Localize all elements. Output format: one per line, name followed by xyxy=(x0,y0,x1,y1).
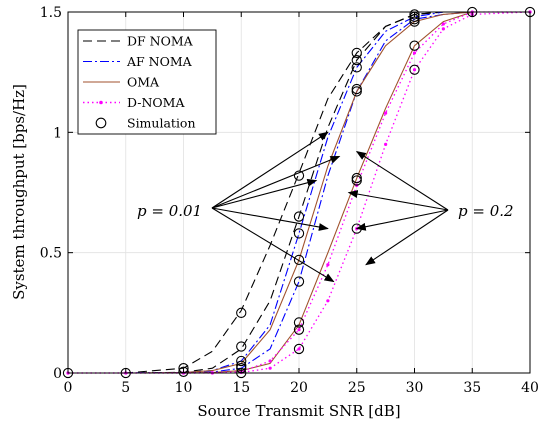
y-tick-label: 1 xyxy=(53,125,62,141)
simulation-point xyxy=(351,175,362,186)
simulation-point xyxy=(236,355,247,367)
annotation-arrow xyxy=(355,151,449,211)
simulation-point xyxy=(293,170,305,181)
simulation-point xyxy=(409,40,420,51)
x-tick-label: 10 xyxy=(175,380,193,396)
series-point xyxy=(441,22,445,26)
legend-entry-simulation: Simulation xyxy=(95,116,196,131)
simulation-point xyxy=(293,228,305,239)
series-line-d-noma xyxy=(68,11,531,374)
x-axis-label: Source Transmit SNR [dB] xyxy=(197,402,400,420)
simulation-point xyxy=(236,307,247,318)
simulation-point xyxy=(351,47,362,59)
legend-entry-af-noma: AF NOMA xyxy=(83,54,193,69)
simulation-point xyxy=(351,54,362,66)
legend-label: OMA xyxy=(127,75,160,90)
series-point xyxy=(412,68,417,72)
simulation-point xyxy=(351,172,362,184)
simulation-point xyxy=(293,317,305,328)
x-tick-label: 5 xyxy=(121,380,130,396)
x-tick-label: 20 xyxy=(290,380,308,396)
legend-label: Simulation xyxy=(127,116,196,131)
simulation-point xyxy=(293,324,305,335)
legend-label: DF NOMA xyxy=(127,34,194,49)
x-tick-label: 25 xyxy=(348,380,366,396)
series-point xyxy=(441,27,445,31)
simulation-point xyxy=(409,16,420,27)
x-tick-label: 30 xyxy=(406,380,424,396)
annotation-label-p001: p = 0.01 xyxy=(137,202,202,220)
annotation-arrow xyxy=(211,207,329,231)
x-tick-label: 40 xyxy=(521,380,539,396)
legend: DF NOMA AF NOMA OMA D-NOMA Simulation xyxy=(77,29,217,135)
x-tick-label: 15 xyxy=(232,380,250,396)
series-point xyxy=(326,299,330,303)
simulation-point xyxy=(293,276,305,287)
simulation-point xyxy=(351,83,362,95)
annotation-arrow xyxy=(347,190,449,211)
series-point xyxy=(326,263,330,267)
simulation-point xyxy=(293,343,305,355)
x-tick-label: 35 xyxy=(463,380,481,396)
simulation-point xyxy=(178,366,189,377)
simulation-point xyxy=(409,9,420,20)
annotation-label-p02: p = 0.2 xyxy=(458,202,514,220)
legend-entry-oma: OMA xyxy=(83,75,160,90)
annotation-arrow xyxy=(355,209,449,231)
legend-label: AF NOMA xyxy=(126,54,193,69)
simulation-point xyxy=(293,254,305,266)
y-axis-label: System throughput [bps/Hz] xyxy=(10,84,28,300)
annotation-arrow xyxy=(211,155,341,209)
simulation-point xyxy=(409,64,420,75)
legend-label: D-NOMA xyxy=(127,95,185,110)
y-tick-label: 1.5 xyxy=(40,5,62,21)
x-tick-label: 0 xyxy=(64,380,73,396)
annotations: p = 0.01 p = 0.2 xyxy=(137,131,514,283)
annotation-arrow xyxy=(211,131,329,209)
annotation-arrow xyxy=(365,209,449,266)
series-point xyxy=(384,142,388,146)
legend-marker xyxy=(99,100,103,105)
legend-marker xyxy=(95,117,107,129)
simulation-point xyxy=(236,341,247,352)
simulation-point xyxy=(351,86,362,97)
simulation-point xyxy=(293,211,305,222)
annotation-arrow xyxy=(211,207,335,283)
series-point xyxy=(297,347,301,351)
legend-entry-df-noma: DF NOMA xyxy=(83,34,194,49)
series-point xyxy=(384,111,388,115)
series-point xyxy=(412,51,417,55)
series-line-d-noma xyxy=(68,11,530,374)
annotation-arrow xyxy=(211,178,318,209)
y-tick-label: 0.5 xyxy=(40,246,62,262)
series-point xyxy=(268,359,272,363)
axis-ticks: 0 5 10 15 20 25 30 35 40 0 0.5 1 1.5 xyxy=(40,5,539,396)
series-point xyxy=(268,366,272,370)
legend-entry-d-noma: D-NOMA xyxy=(83,95,185,110)
series-point xyxy=(297,328,301,332)
y-tick-label: 0 xyxy=(53,366,62,382)
simulation-point xyxy=(351,62,362,73)
